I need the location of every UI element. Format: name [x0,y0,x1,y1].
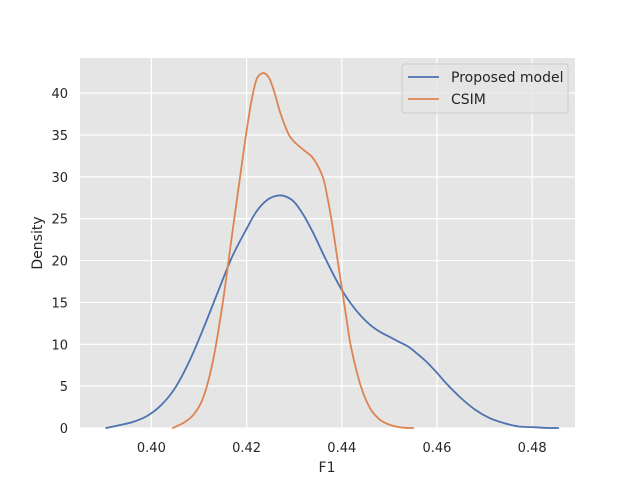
y-axis-ticks: 0 5 10 15 20 25 30 35 40 [51,87,68,437]
x-tick-label: 0.42 [232,441,261,456]
y-tick-label: 35 [51,129,68,144]
y-tick-label: 0 [60,422,68,437]
x-axis-ticks: 0.40 0.42 0.44 0.46 0.48 [137,441,547,456]
grid-lines [80,58,575,429]
y-tick-label: 15 [51,296,68,311]
series-line-proposed-model [105,194,560,429]
legend-label-proposed: Proposed model [451,70,564,86]
legend-label-csim: CSIM [451,92,486,108]
x-tick-label: 0.46 [422,441,451,456]
x-axis-label: F1 [319,460,336,476]
series-curves [105,72,560,429]
x-tick-label: 0.48 [518,441,547,456]
x-tick-label: 0.44 [327,441,356,456]
y-tick-label: 5 [60,380,68,395]
y-tick-label: 25 [51,213,68,228]
x-tick-label: 0.40 [137,441,166,456]
y-tick-label: 20 [51,255,68,270]
y-tick-label: 10 [51,338,68,353]
legend: Proposed model CSIM [401,63,569,114]
y-tick-label: 30 [51,171,68,186]
series-line-csim [171,72,415,429]
y-axis-label: Density [30,216,46,269]
y-tick-label: 40 [51,87,68,102]
legend-box [401,63,569,114]
plot-area [80,58,575,428]
